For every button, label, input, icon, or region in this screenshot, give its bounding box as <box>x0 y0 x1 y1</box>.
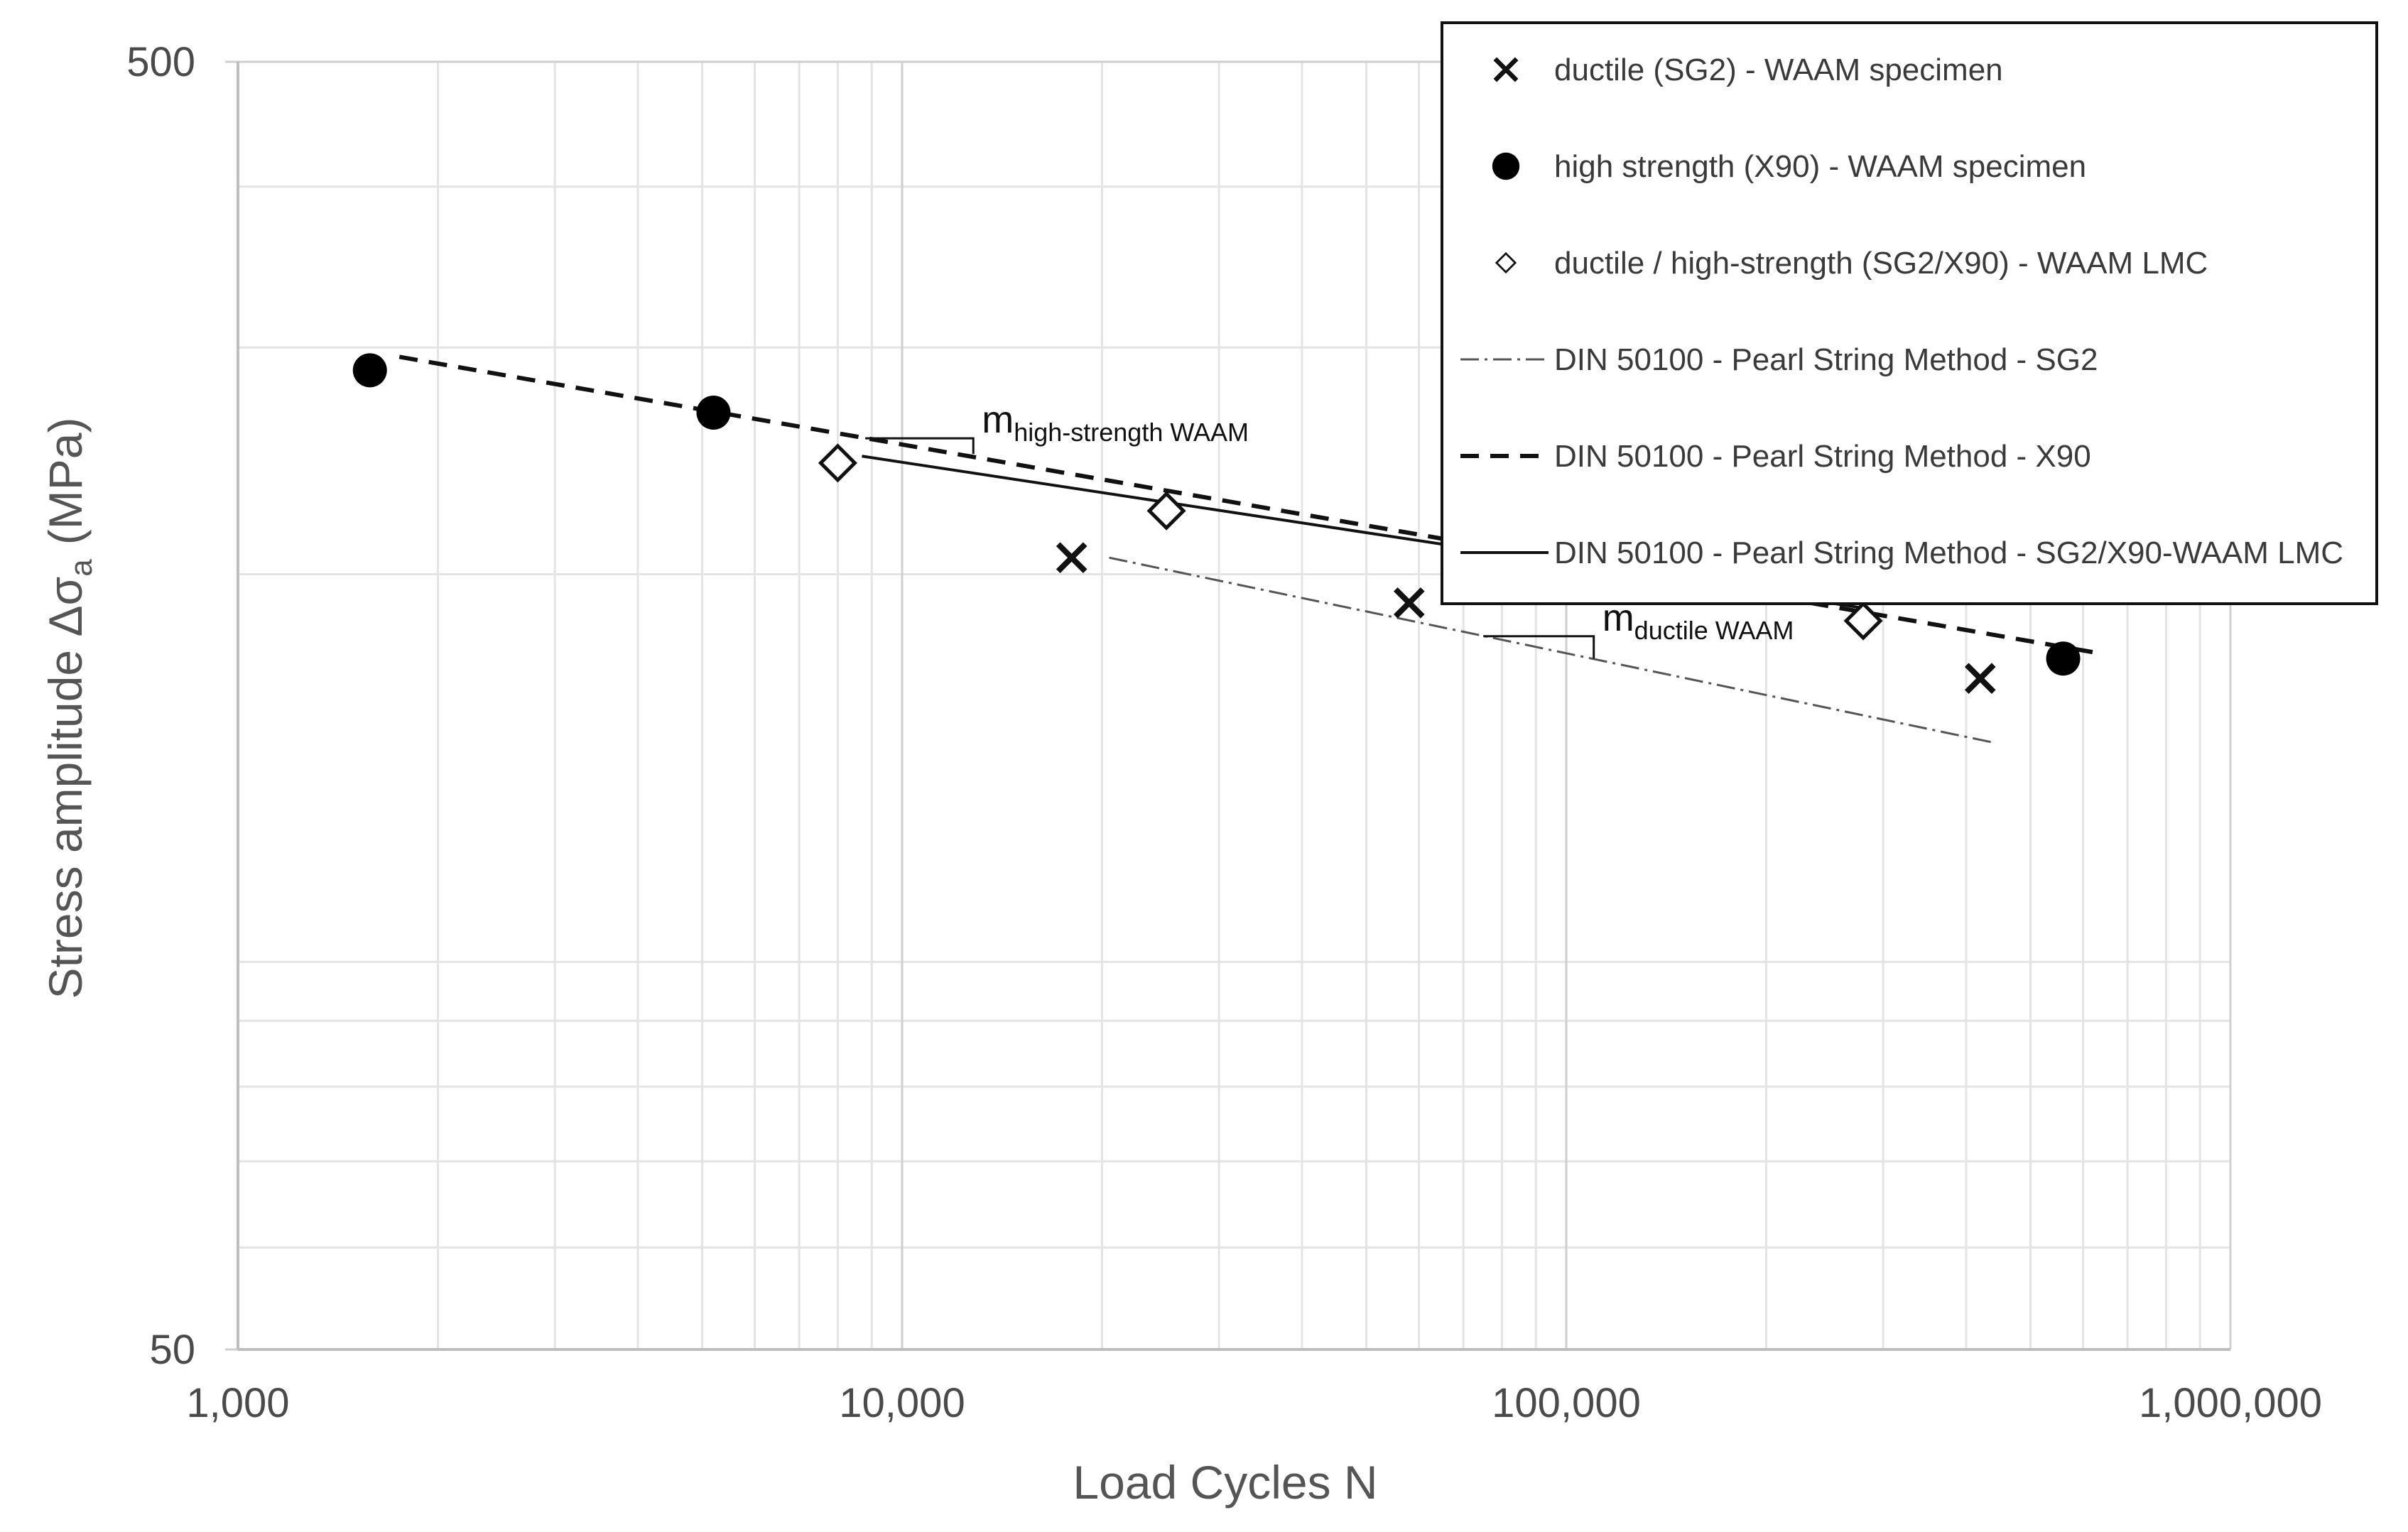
legend-label: DIN 50100 - Pearl String Method - SG2 <box>1554 342 2098 377</box>
regression-line-dash-dot <box>1109 556 1994 744</box>
x-tick-label: 10,000 <box>839 1380 965 1426</box>
data-point-x <box>1964 663 1996 695</box>
legend-marker-filled-circle <box>1492 152 1520 180</box>
legend-marker-group <box>1492 152 1520 180</box>
legend-label: high strength (X90) - WAAM specimen <box>1554 149 2086 184</box>
axes <box>237 62 2230 1351</box>
legend-label: DIN 50100 - Pearl String Method - X90 <box>1554 439 2091 474</box>
slope-label-sub: high-strength WAAM <box>1014 418 1249 447</box>
data-point-filled-circle <box>696 395 731 430</box>
data-point-x <box>1056 542 1088 574</box>
x-tick-label: 100,000 <box>1492 1380 1641 1426</box>
legend-marker-x <box>1493 57 1519 82</box>
tick-labels: 1,000 10,000 100,000 1,000,000 50 500 <box>126 39 2322 1426</box>
x-axis-title: Load Cycles N <box>1073 1456 1377 1509</box>
data-point-open-diamond <box>1843 601 1883 641</box>
data-point-x <box>1393 587 1425 619</box>
data-point-open-diamond <box>1146 491 1186 531</box>
grid-minor <box>238 62 2230 1349</box>
slope-label: mhigh-strength WAAM <box>982 398 1249 447</box>
legend-marker-group <box>1493 57 1519 82</box>
series-markers <box>352 353 2081 695</box>
legend-label: ductile (SG2) - WAAM specimen <box>1554 53 2003 87</box>
slope-label-sub: ductile WAAM <box>1634 616 1794 645</box>
y-axis-title: Stress amplitude Δσa(MPa) <box>39 418 99 999</box>
legend-label: DIN 50100 - Pearl String Method - SG2/X9… <box>1554 536 2343 570</box>
legend-box <box>1441 21 2378 605</box>
slope-label-main: m <box>982 398 1014 441</box>
data-point-open-diamond <box>818 443 857 483</box>
legend-marker-open-diamond <box>1495 251 1517 274</box>
y-tick-label: 500 <box>126 39 195 85</box>
x-tick-label: 1,000 <box>186 1380 289 1426</box>
legend-label: ductile / high-strength (SG2/X90) - WAAM… <box>1554 246 2208 281</box>
legend: ductile (SG2) - WAAM specimen high streng… <box>1441 21 2378 605</box>
slope-triangle <box>865 437 975 455</box>
slope-triangle <box>1483 635 1595 659</box>
data-point-filled-circle <box>352 353 387 388</box>
x-tick-label: 1,000,000 <box>2139 1380 2322 1426</box>
data-point-filled-circle <box>2046 641 2081 676</box>
legend-marker-group <box>1495 251 1517 274</box>
y-tick-label: 50 <box>149 1327 195 1373</box>
